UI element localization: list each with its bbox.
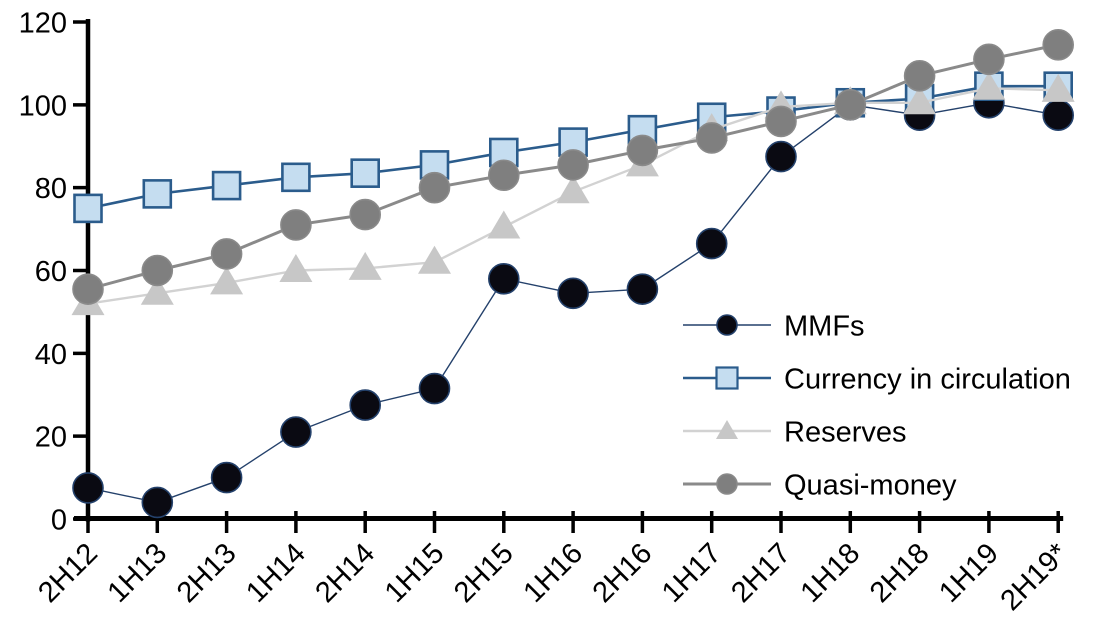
y-tick-label: 60 (35, 256, 67, 288)
x-tick-label: 1H19 (933, 537, 1005, 609)
x-tick-label: 2H14 (309, 537, 381, 609)
legend-label: Reserves (784, 416, 907, 448)
marker-triangle (210, 266, 244, 295)
marker-circle (765, 140, 797, 173)
marker-circle (626, 273, 659, 305)
marker-circle (349, 389, 382, 421)
marker-circle (487, 159, 520, 192)
marker-circle (210, 461, 243, 494)
marker-triangle (348, 251, 382, 280)
x-tick-label: 1H14 (240, 537, 312, 609)
marker-circle (418, 171, 451, 204)
marker-square (73, 193, 103, 224)
marker-circle (280, 209, 312, 241)
x-tick-label: 1H13 (102, 537, 174, 609)
x-tick-label: 2H15 (448, 537, 520, 609)
x-tick-label: 2H17 (725, 537, 797, 609)
x-tick-label: 2H12 (32, 537, 104, 609)
marker-circle (716, 314, 738, 336)
marker-square (350, 158, 381, 188)
x-tick-label: 2H13 (171, 537, 243, 609)
marker-triangle (903, 86, 937, 115)
marker-circle (834, 89, 867, 121)
legend-label: Currency in circulation (784, 363, 1071, 395)
x-tick-label: 2H16 (587, 537, 659, 609)
marker-circle (210, 238, 243, 270)
legend-label: MMFs (784, 310, 865, 342)
marker-circle (72, 472, 104, 504)
x-tick-label: 1H15 (379, 537, 451, 609)
marker-circle (695, 227, 728, 260)
marker-circle (557, 277, 589, 310)
y-tick-label: 120 (19, 7, 67, 39)
marker-triangle (1041, 73, 1075, 102)
marker-triangle (418, 245, 451, 274)
marker-circle (141, 486, 174, 519)
marker-square (211, 170, 242, 201)
marker-circle (141, 254, 174, 287)
marker-square (488, 137, 519, 168)
x-tick-label: 1H17 (656, 537, 728, 609)
marker-circle (716, 473, 738, 495)
x-tick-label: 1H16 (517, 537, 589, 609)
legend-item-currency-in-circulation: Currency in circulation (683, 363, 1071, 395)
legend: MMFs Currency in circulation Reserves Quasi… (683, 310, 1071, 501)
y-tick-label: 0 (51, 504, 67, 536)
marker-triangle (487, 210, 521, 239)
marker-triangle (140, 276, 174, 305)
marker-circle (1042, 28, 1074, 61)
marker-circle (695, 122, 728, 154)
marker-circle (418, 372, 451, 405)
x-tick-label: 1H18 (795, 537, 867, 609)
y-tick-label: 40 (35, 339, 67, 371)
series-quasi-money (72, 28, 1074, 305)
marker-circle (487, 262, 520, 295)
marker-circle (626, 134, 659, 167)
legend-item-quasi-money: Quasi-money (683, 469, 957, 501)
legend-label: Quasi-money (784, 469, 957, 501)
legend-item-reserves: Reserves (683, 416, 907, 448)
x-tick-label: 2H18 (864, 537, 936, 609)
y-tick-label: 80 (35, 173, 67, 205)
marker-triangle (716, 420, 738, 439)
marker-triangle (972, 71, 1006, 100)
marker-triangle (279, 254, 313, 282)
marker-square (715, 366, 739, 390)
marker-circle (1042, 99, 1074, 131)
x-tick-label: 2H19* (995, 537, 1075, 617)
marker-square (281, 162, 311, 193)
marker-circle (72, 273, 104, 305)
legend-item-mmfs: MMFs (683, 310, 865, 342)
marker-circle (903, 60, 936, 92)
marker-circle (349, 198, 382, 231)
y-tick-label: 100 (19, 90, 67, 122)
marker-circle (765, 105, 797, 138)
y-tick-label: 20 (35, 422, 67, 454)
marker-circle (557, 149, 589, 181)
marker-square (142, 179, 173, 209)
marker-circle (973, 43, 1005, 76)
marker-circle (280, 416, 312, 448)
marker-triangle (556, 175, 590, 204)
